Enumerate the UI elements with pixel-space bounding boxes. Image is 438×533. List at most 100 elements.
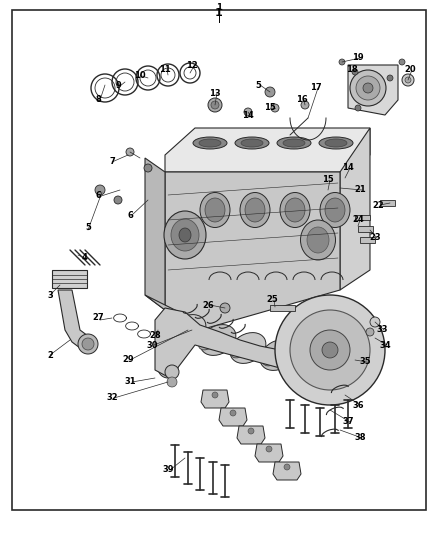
Polygon shape <box>165 172 340 330</box>
Polygon shape <box>237 426 265 444</box>
Circle shape <box>322 342 338 358</box>
Text: 17: 17 <box>310 84 322 93</box>
Text: 6: 6 <box>127 211 133 220</box>
Ellipse shape <box>307 227 329 253</box>
Circle shape <box>82 338 94 350</box>
Text: 21: 21 <box>354 185 366 195</box>
Text: 14: 14 <box>242 110 254 119</box>
Polygon shape <box>219 408 247 426</box>
Text: 18: 18 <box>346 66 358 75</box>
Ellipse shape <box>200 325 236 356</box>
Polygon shape <box>270 305 295 311</box>
Ellipse shape <box>319 137 353 149</box>
Ellipse shape <box>277 137 311 149</box>
Circle shape <box>366 328 374 336</box>
Circle shape <box>144 164 152 172</box>
Text: 25: 25 <box>266 295 278 304</box>
Text: 9: 9 <box>115 82 121 91</box>
Text: 15: 15 <box>322 175 334 184</box>
Circle shape <box>114 196 122 204</box>
Circle shape <box>162 362 174 374</box>
Text: 38: 38 <box>354 433 366 442</box>
Ellipse shape <box>260 340 296 370</box>
Circle shape <box>355 105 361 111</box>
Text: 14: 14 <box>342 164 354 173</box>
Text: 16: 16 <box>296 95 308 104</box>
Text: 5: 5 <box>255 80 261 90</box>
Text: 26: 26 <box>202 301 214 310</box>
Circle shape <box>405 77 411 83</box>
Text: 2: 2 <box>47 351 53 359</box>
Circle shape <box>284 464 290 470</box>
Polygon shape <box>348 65 398 115</box>
Text: 20: 20 <box>404 66 416 75</box>
Text: 24: 24 <box>352 215 364 224</box>
Ellipse shape <box>241 139 263 147</box>
Text: 5: 5 <box>85 223 91 232</box>
Ellipse shape <box>300 220 336 260</box>
Circle shape <box>370 317 380 327</box>
Text: 39: 39 <box>162 465 174 474</box>
Polygon shape <box>52 270 87 288</box>
Text: 6: 6 <box>95 190 101 199</box>
Text: 23: 23 <box>369 233 381 243</box>
Ellipse shape <box>193 137 227 149</box>
Text: 1: 1 <box>215 8 223 18</box>
Circle shape <box>310 330 350 370</box>
Circle shape <box>244 108 252 116</box>
Circle shape <box>248 428 254 434</box>
Circle shape <box>212 392 218 398</box>
Ellipse shape <box>325 139 347 147</box>
Polygon shape <box>255 444 283 462</box>
Text: 35: 35 <box>359 358 371 367</box>
Circle shape <box>78 334 98 354</box>
Ellipse shape <box>285 198 305 222</box>
Circle shape <box>363 83 373 93</box>
Circle shape <box>165 365 179 379</box>
Text: 13: 13 <box>209 88 221 98</box>
Ellipse shape <box>199 139 221 147</box>
Polygon shape <box>355 215 370 220</box>
Text: 7: 7 <box>109 157 115 166</box>
Text: 19: 19 <box>352 53 364 62</box>
Circle shape <box>356 76 380 100</box>
Polygon shape <box>380 200 395 206</box>
Circle shape <box>126 148 134 156</box>
Ellipse shape <box>231 344 247 358</box>
Polygon shape <box>358 226 373 232</box>
Circle shape <box>290 310 370 390</box>
Text: 22: 22 <box>372 200 384 209</box>
Polygon shape <box>340 128 370 290</box>
Ellipse shape <box>240 192 270 228</box>
Circle shape <box>352 69 358 75</box>
Circle shape <box>220 303 230 313</box>
Text: 10: 10 <box>134 71 146 80</box>
Ellipse shape <box>166 328 184 342</box>
Ellipse shape <box>325 198 345 222</box>
Circle shape <box>387 75 393 81</box>
Text: 27: 27 <box>92 313 104 322</box>
Ellipse shape <box>171 219 199 251</box>
Text: 32: 32 <box>106 393 118 402</box>
Circle shape <box>399 59 405 65</box>
Circle shape <box>301 101 309 109</box>
Circle shape <box>402 74 414 86</box>
Text: 11: 11 <box>159 64 171 74</box>
Text: 34: 34 <box>379 341 391 350</box>
Text: 31: 31 <box>124 377 136 386</box>
Polygon shape <box>58 290 95 352</box>
Ellipse shape <box>263 352 279 366</box>
Text: 15: 15 <box>264 103 276 112</box>
Text: 29: 29 <box>122 356 134 365</box>
Ellipse shape <box>283 139 305 147</box>
Ellipse shape <box>290 340 326 370</box>
Text: 3: 3 <box>47 290 53 300</box>
Ellipse shape <box>199 336 215 350</box>
Polygon shape <box>273 462 301 480</box>
Text: 36: 36 <box>352 400 364 409</box>
Ellipse shape <box>164 211 206 259</box>
Text: 28: 28 <box>149 330 161 340</box>
Circle shape <box>95 185 105 195</box>
Ellipse shape <box>200 192 230 228</box>
Text: 30: 30 <box>146 341 158 350</box>
